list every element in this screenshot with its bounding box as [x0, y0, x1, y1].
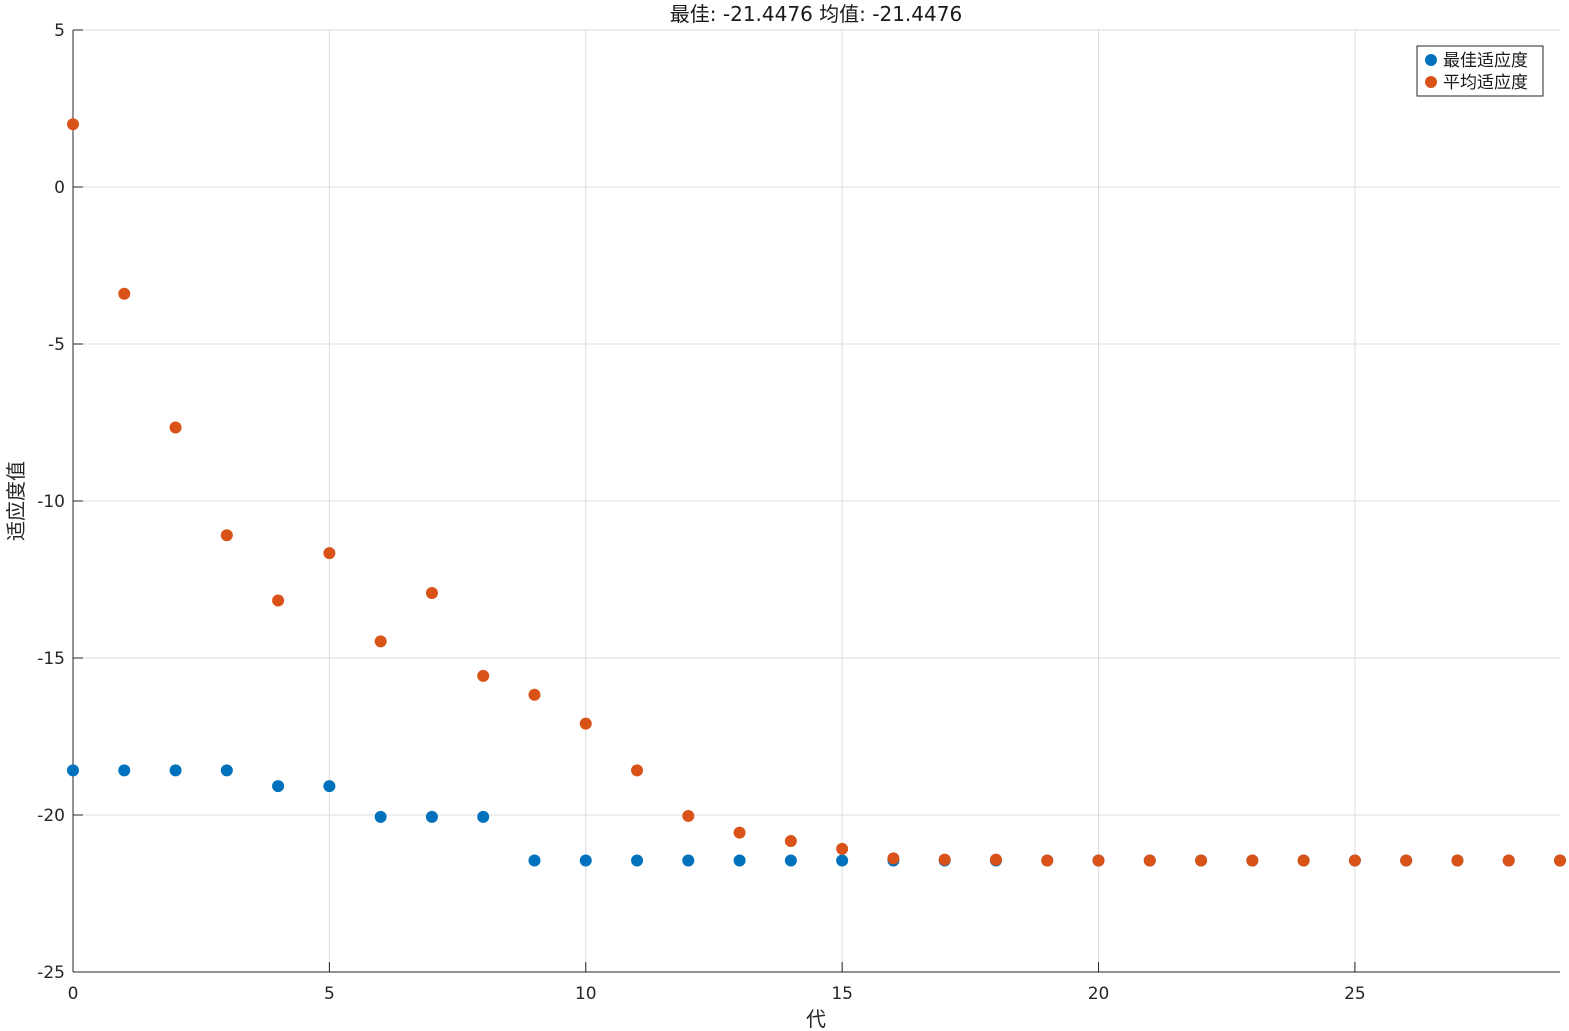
mean-fitness-point	[682, 809, 695, 822]
best-fitness-point	[272, 780, 285, 793]
best-fitness-point	[682, 854, 695, 867]
mean-fitness-point	[631, 764, 644, 777]
x-axis-label: 代	[806, 1007, 826, 1031]
y-tick-label: -20	[37, 806, 65, 826]
y-tick-label: 5	[54, 21, 65, 41]
mean-fitness-point	[220, 529, 233, 542]
mean-fitness-point	[887, 852, 900, 865]
grid	[72, 29, 1560, 973]
mean-fitness-point	[1554, 854, 1566, 867]
mean-fitness-point	[67, 118, 79, 131]
x-tick-label: 10	[575, 984, 597, 1004]
mean-fitness-point	[528, 688, 541, 701]
mean-fitness-point	[1092, 854, 1105, 867]
mean-fitness-point	[323, 547, 336, 560]
mean-fitness-point	[1502, 854, 1515, 867]
x-tick-label: 20	[1088, 984, 1110, 1004]
mean-fitness-point	[579, 717, 592, 730]
best-fitness-point	[733, 854, 746, 867]
best-fitness-point	[631, 854, 644, 867]
best-fitness-point	[784, 854, 797, 867]
best-fitness-point	[374, 810, 387, 823]
legend-marker	[1425, 76, 1437, 88]
legend-marker	[1425, 54, 1437, 66]
mean-fitness-point	[169, 421, 182, 434]
y-tick-label: -15	[37, 649, 65, 669]
y-tick-label: -25	[37, 963, 65, 983]
best-fitness-point	[528, 854, 541, 867]
mean-fitness-point	[425, 587, 438, 600]
tick-labels: 0 5 10 15 20 25 5 0 -5 -10 -15 -20 -25	[37, 21, 1365, 1004]
best-fitness-point	[425, 810, 438, 823]
mean-fitness-point	[118, 287, 131, 300]
mean-fitness-point	[1143, 854, 1156, 867]
mean-fitness-point	[1195, 854, 1208, 867]
mean-fitness-point	[1297, 854, 1310, 867]
y-axis-label: 适应度值	[4, 461, 28, 541]
legend-box	[1416, 45, 1544, 97]
best-fitness-point	[118, 764, 131, 777]
mean-fitness-point	[272, 594, 285, 607]
y-tick-label: -5	[48, 335, 65, 355]
mean-fitness-point	[374, 635, 387, 648]
mean-fitness-point	[836, 842, 849, 855]
legend-label: 平均适应度	[1443, 73, 1528, 93]
axes	[72, 29, 1560, 973]
mean-fitness-point	[1348, 854, 1361, 867]
data-points	[67, 118, 1566, 867]
mean-fitness-point	[733, 826, 746, 839]
best-fitness-point	[836, 854, 849, 867]
mean-fitness-point	[477, 669, 490, 682]
best-fitness-point	[220, 764, 233, 777]
mean-fitness-point	[784, 835, 797, 848]
mean-fitness-point	[989, 853, 1002, 866]
mean-fitness-point	[938, 853, 951, 866]
mean-fitness-point	[1041, 854, 1054, 867]
best-fitness-point	[169, 764, 182, 777]
x-tick-label: 0	[68, 984, 79, 1004]
legend-label: 最佳适应度	[1443, 51, 1528, 71]
mean-fitness-point	[1400, 854, 1413, 867]
y-tick-label: 0	[54, 178, 65, 198]
x-tick-label: 25	[1344, 984, 1366, 1004]
x-tick-label: 5	[324, 984, 335, 1004]
best-fitness-point	[477, 810, 490, 823]
best-fitness-point	[67, 764, 79, 777]
chart-title: 最佳: -21.4476 均值: -21.4476	[670, 2, 962, 26]
mean-fitness-point	[1246, 854, 1259, 867]
x-tick-label: 15	[831, 984, 853, 1004]
best-fitness-point	[323, 780, 336, 793]
best-fitness-point	[579, 854, 592, 867]
y-tick-label: -10	[37, 492, 65, 512]
mean-fitness-point	[1451, 854, 1464, 867]
